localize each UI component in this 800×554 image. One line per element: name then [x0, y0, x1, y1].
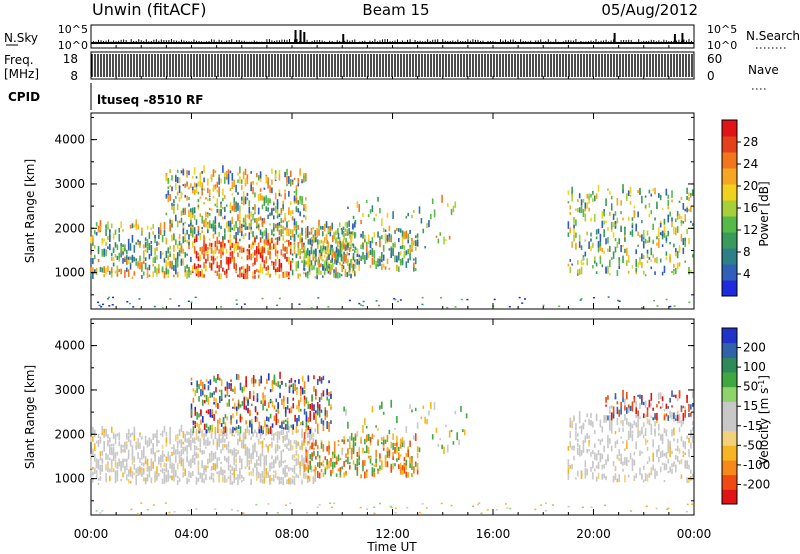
colorbar-tick-label: 4: [743, 267, 751, 281]
colorbar-segment: [722, 386, 737, 402]
nsky-spike: [613, 33, 616, 43]
power-colorbar: 4 8 12 16 20 24 28: [721, 119, 758, 297]
colorbar-segment: [722, 232, 737, 249]
colorbar-segment: [722, 248, 737, 265]
time-tick-label: 00:00: [677, 527, 712, 541]
y-tick-label: 1000: [54, 266, 85, 280]
colorbar-tick-label: -50: [743, 438, 763, 452]
time-axis-label: Time UT: [366, 540, 417, 554]
velocity-panel: 1000 2000 3000 4000 Slant Range [km] -200 -1…: [23, 318, 772, 516]
colorbar-segment: [722, 280, 737, 297]
colorbar-segment: [722, 342, 737, 358]
power-panel: 1000 2000 3000 4000 Slant Range [km] 4 8 12 16…: [23, 112, 771, 310]
colorbar-segment: [722, 357, 737, 373]
colorbar-segment: [722, 474, 737, 490]
time-tick-label: 20:00: [576, 527, 611, 541]
time-tick-label: 12:00: [375, 527, 410, 541]
nave-tick-top: 60: [707, 52, 722, 66]
colorbar-tick-label: 24: [743, 157, 758, 171]
freq-tick-bottom: 8: [70, 69, 78, 83]
colorbar-tick-label: 16: [743, 201, 758, 215]
nsky-spike: [673, 34, 676, 43]
nsky-spike: [303, 32, 306, 43]
colorbar-tick-label: 200: [743, 341, 766, 355]
beam-title: Beam 15: [362, 1, 429, 19]
nsky-tick-bottom: 10^0: [58, 39, 88, 52]
nsky-strip: N.Sky 10^5 10^0 10^5 10^0 N.Search: [4, 23, 800, 52]
colorbar-tick-label: -100: [743, 458, 770, 472]
cpid-strip: CPID ltuseq -8510 RF: [8, 83, 203, 110]
freq-tick-top: 18: [63, 52, 78, 66]
power-ylabel: Slant Range [km]: [23, 159, 37, 263]
y-tick-label: 1000: [54, 472, 85, 486]
colorbar-tick-label: 100: [743, 360, 766, 374]
nsky-bars: [90, 30, 694, 44]
velocity-echoes: [90, 371, 694, 515]
colorbar-tick-label: 15: [743, 399, 758, 413]
nsearch-label: N.Search: [746, 29, 800, 43]
time-tick-label: 08:00: [275, 527, 310, 541]
freq-strip: Freq. [MHz] 18 8 60 0 Nave: [4, 51, 779, 90]
nave-tick-bottom: 0: [707, 69, 715, 83]
date-title: 05/Aug/2012: [601, 1, 698, 19]
colorbar-frame: [721, 327, 738, 505]
colorbar-segment: [722, 372, 737, 388]
time-tick-label: 00:00: [74, 527, 109, 541]
y-tick-label: 2000: [54, 221, 85, 235]
freq-bars: [91, 54, 693, 77]
colorbar-segment: [722, 445, 737, 461]
y-tick-label: 3000: [54, 383, 85, 397]
y-tick-label: 2000: [54, 427, 85, 441]
time-axis: 00:00 04:00 08:00 12:00 16:00 20:00 00:00: [74, 45, 712, 541]
power-y-axis: 1000 2000 3000 4000: [54, 116, 694, 296]
time-tick-label: 16:00: [476, 527, 511, 541]
velocity-colorbar: -200 -100 -50 -15 15 50 100 200: [721, 327, 770, 505]
colorbar-segment: [722, 328, 737, 344]
colorbar-tick-label: 12: [743, 223, 758, 237]
velocity-ylabel: Slant Range [km]: [23, 365, 37, 469]
cpid-label: CPID: [8, 90, 40, 104]
freq-label-1: Freq.: [4, 53, 34, 67]
colorbar-segment: [722, 416, 737, 432]
colorbar-tick-label: 28: [743, 135, 758, 149]
colorbar-segment: [722, 184, 737, 201]
cpid-value: ltuseq -8510 RF: [97, 93, 203, 107]
nsky-spike: [294, 30, 297, 43]
nsky-tick-top: 10^5: [58, 23, 88, 36]
velocity-y-axis: 1000 2000 3000 4000: [54, 322, 694, 502]
y-tick-label: 4000: [54, 339, 85, 353]
colorbar-segment: [722, 460, 737, 476]
nsky-label: N.Sky: [4, 31, 38, 45]
colorbar-segment: [722, 200, 737, 217]
y-tick-label: 4000: [54, 133, 85, 147]
colorbar-segment: [722, 120, 737, 137]
colorbar-tick-label: -15: [743, 419, 763, 433]
velocity-colorbar-label: Velocity [m s-1]: [757, 375, 772, 465]
nsearch-tick-bottom: 10^0: [707, 39, 737, 52]
colorbar-tick-label: 8: [743, 245, 751, 259]
nsky-spike: [342, 34, 345, 43]
power-colorbar-label: Power [dB]: [757, 181, 771, 246]
nsky-spike: [299, 30, 302, 43]
colorbar-segment: [722, 152, 737, 169]
colorbar-segment: [722, 136, 737, 153]
nsearch-tick-top: 10^5: [707, 23, 737, 36]
colorbar-segment: [722, 216, 737, 233]
colorbar-tick-label: 50: [743, 380, 758, 394]
nsky-spike: [681, 33, 684, 43]
colorbar-tick-label: -200: [743, 477, 770, 491]
colorbar-segment: [722, 401, 737, 417]
colorbar-segment: [722, 489, 737, 505]
y-tick-label: 3000: [54, 177, 85, 191]
colorbar-segment: [722, 430, 737, 446]
nave-label: Nave: [748, 63, 779, 77]
colorbar-segment: [722, 168, 737, 185]
time-tick-label: 04:00: [174, 527, 209, 541]
colorbar-tick-label: 20: [743, 179, 758, 193]
colorbar-segment: [722, 264, 737, 281]
power-echoes: [90, 165, 694, 309]
freq-label-2: [MHz]: [4, 67, 39, 81]
station-title: Unwin (fitACF): [92, 0, 206, 19]
